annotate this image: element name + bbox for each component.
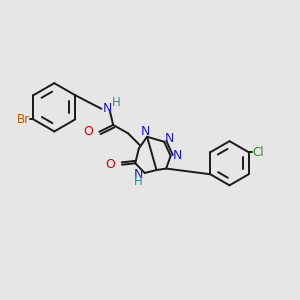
Text: H: H xyxy=(134,175,142,188)
Text: O: O xyxy=(106,158,116,171)
Text: O: O xyxy=(83,125,93,138)
Text: N: N xyxy=(134,168,143,181)
Text: N: N xyxy=(141,125,150,138)
Text: N: N xyxy=(165,132,174,145)
Text: Br: Br xyxy=(16,113,30,126)
Text: N: N xyxy=(172,149,182,162)
Text: Cl: Cl xyxy=(253,146,264,159)
Text: N: N xyxy=(102,102,112,115)
Text: H: H xyxy=(112,96,121,109)
